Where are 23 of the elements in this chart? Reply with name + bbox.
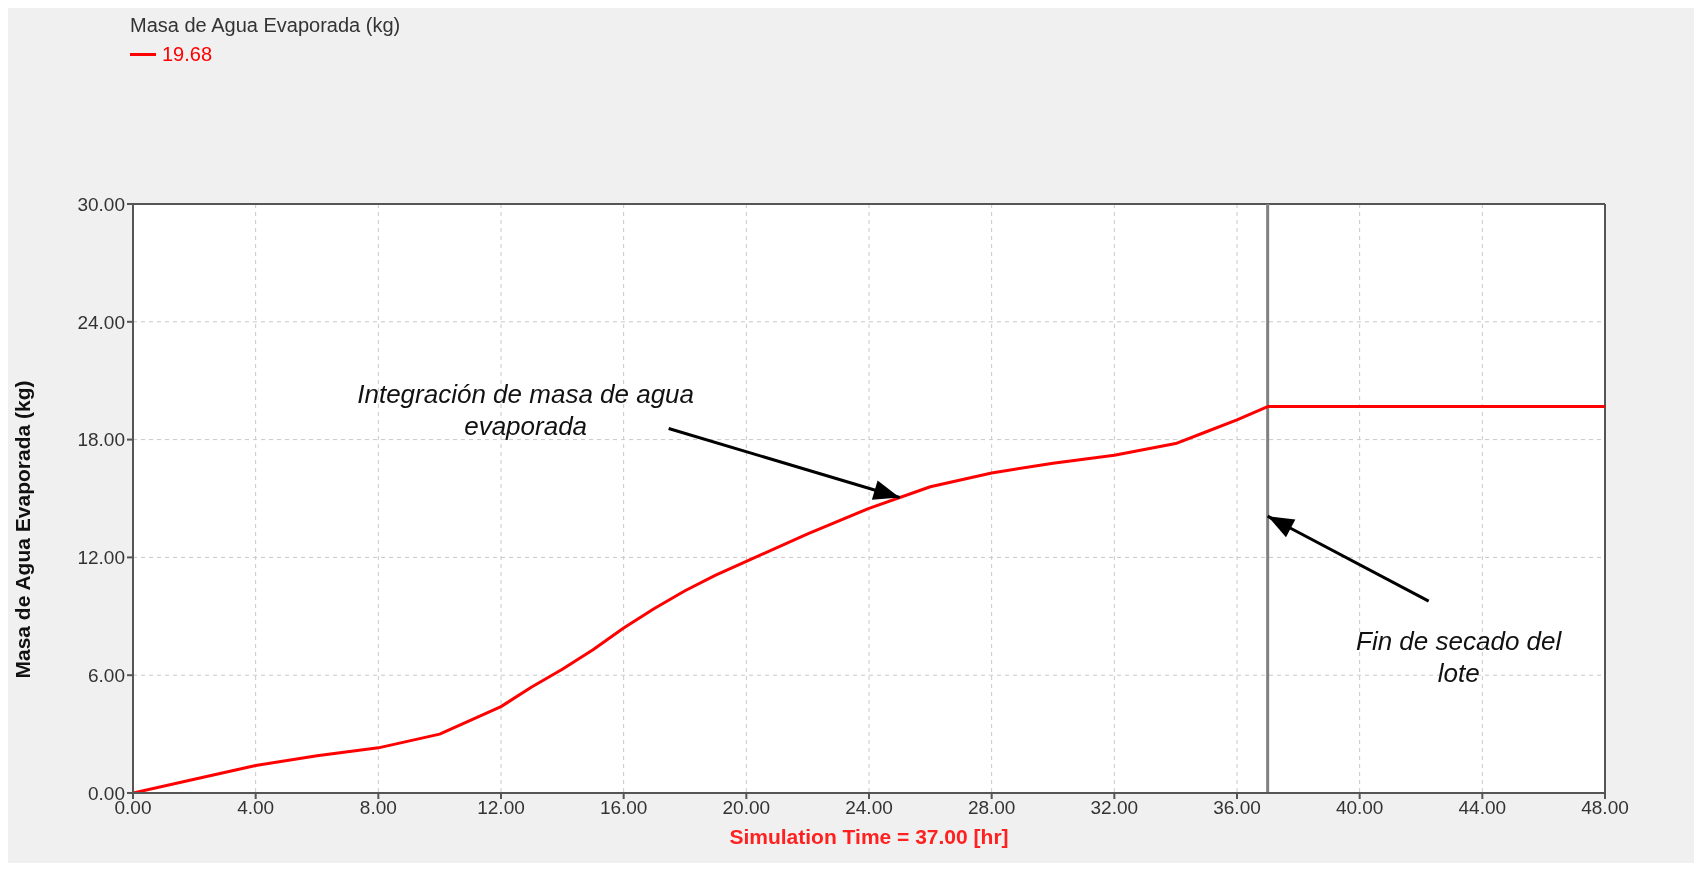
x-tick-label: 4.00 xyxy=(237,797,275,819)
annotation: Integración de masa de agua evaporada xyxy=(356,377,696,442)
legend-title: Masa de Agua Evaporada (kg) xyxy=(130,14,402,37)
x-tick-label: 8.00 xyxy=(359,797,397,819)
x-tick-label: 20.00 xyxy=(722,797,771,819)
y-tick-label: 30.00 xyxy=(77,193,125,215)
x-tick-label: 32.00 xyxy=(1090,797,1139,819)
x-tick-label: 40.00 xyxy=(1335,797,1384,819)
annotation: Fin de secado del lote xyxy=(1355,625,1563,690)
x-tick-label: 24.00 xyxy=(845,797,893,819)
x-tick-label: 12.00 xyxy=(477,797,525,819)
y-tick-label: 18.00 xyxy=(77,429,125,451)
legend-label: 19.68 xyxy=(161,43,214,66)
x-axis-title: Simulation Time = 37.00 [hr] xyxy=(729,824,1009,848)
y-tick-label: 12.00 xyxy=(77,547,125,569)
y-tick-label: 24.00 xyxy=(77,311,125,333)
x-tick-label: 28.00 xyxy=(967,797,1016,819)
x-tick-label: 16.00 xyxy=(599,797,648,819)
y-tick-label: 6.00 xyxy=(88,664,125,686)
x-tick-label: 48.00 xyxy=(1581,797,1629,819)
x-tick-label: 44.00 xyxy=(1458,797,1507,819)
y-axis-title: Masa de Agua Evaporada (kg) xyxy=(11,380,35,679)
x-tick-label: 36.00 xyxy=(1213,797,1261,819)
